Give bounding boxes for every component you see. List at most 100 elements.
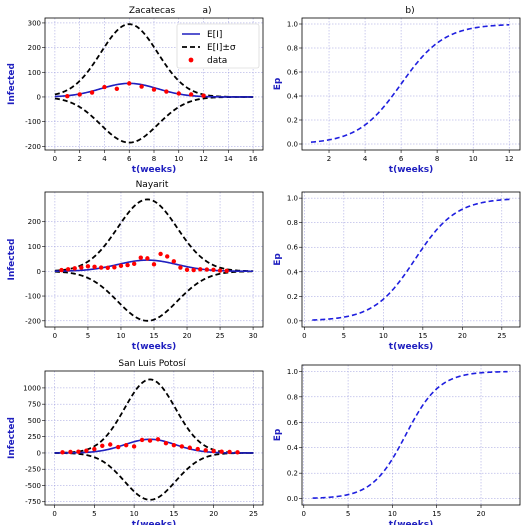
data-point xyxy=(115,444,121,450)
x-tick-label: 0 xyxy=(302,510,306,518)
data-point xyxy=(201,93,206,98)
data-point xyxy=(102,84,107,90)
y-tick-label: -100 xyxy=(25,118,41,126)
lower-band-line xyxy=(54,452,254,501)
data-point xyxy=(163,441,169,446)
axes-frame xyxy=(301,191,521,328)
panel-right-bottom: 0 5 10 15 20 0.0 0.2 0.4 0.6 0.8 1.0 t(weeks) Ep xyxy=(273,364,521,525)
data-point xyxy=(191,267,196,273)
panel-right-top: 2 4 6 8 10 12 0.0 0.2 0.4 0.6 0.8 1.0 t(weeks) Ep b) xyxy=(273,6,521,175)
y-tick-label: 0.2 xyxy=(287,293,298,301)
x-tick-label: 0 xyxy=(52,510,56,518)
data-point xyxy=(145,256,150,261)
x-axis-label: t(weeks) xyxy=(132,342,176,352)
y-tick-label: 0.2 xyxy=(287,117,298,125)
panel-title: Nayarit xyxy=(136,180,169,190)
data-point xyxy=(118,263,124,269)
x-tick-label: 4 xyxy=(363,155,368,163)
y-tick-label: 1.0 xyxy=(287,368,298,376)
x-tick-label: 15 xyxy=(432,510,441,518)
x-tick-label: 2 xyxy=(77,155,81,163)
data-point xyxy=(155,437,161,442)
axes-frame xyxy=(44,191,264,328)
y-tick-label: 200 xyxy=(28,44,41,52)
y-axis-label: Ep xyxy=(273,77,283,90)
x-tick-label: 12 xyxy=(199,155,208,163)
axes-frame xyxy=(44,370,264,506)
data-point xyxy=(108,442,113,447)
data-point xyxy=(171,259,177,264)
x-axis-label: t(weeks) xyxy=(389,520,433,525)
y-axis-label: Ep xyxy=(273,253,283,266)
y-tick-label: 0 xyxy=(37,449,41,457)
data-point xyxy=(211,448,216,454)
panel-right-middle: 0 5 10 15 20 25 0.0 0.2 0.4 0.6 0.8 1.0 t(weeks) Ep xyxy=(273,191,521,352)
x-tick-label: 8 xyxy=(152,155,156,163)
lower-band-line xyxy=(54,270,254,322)
x-tick-label: 15 xyxy=(169,510,178,518)
panel-left-bottom: 0 5 10 15 20 25 -750 -500 -250 0 250 500 750 1000 t(we… xyxy=(7,359,264,525)
y-tick-label: 1.0 xyxy=(287,21,298,29)
data-point xyxy=(203,448,208,453)
x-tick-label: 10 xyxy=(117,332,126,340)
panel-left-middle: 0 5 10 15 20 25 30 -200 -100 0 100 200 t(weeks) Infec… xyxy=(7,180,264,352)
data-point xyxy=(123,442,129,448)
data-point xyxy=(139,84,144,89)
x-tick-label: 15 xyxy=(150,332,159,340)
data-point xyxy=(138,255,143,260)
axes-frame xyxy=(301,364,521,506)
data-point xyxy=(92,446,97,452)
y-tick-label: 1.0 xyxy=(287,195,298,203)
x-axis-label: t(weeks) xyxy=(132,165,176,175)
data-point xyxy=(85,264,91,269)
y-tick-label: 0.8 xyxy=(287,393,298,401)
upper-band-line xyxy=(54,198,254,273)
x-tick-label: 20 xyxy=(477,510,486,518)
legend-label: E[I] xyxy=(207,30,222,40)
x-tick-label: 10 xyxy=(379,332,388,340)
data-point xyxy=(217,268,223,273)
x-tick-label: 10 xyxy=(174,155,183,163)
panel-title: San Luis Potosí xyxy=(118,359,186,369)
data-point xyxy=(72,266,77,271)
data-point xyxy=(158,251,163,257)
data-point xyxy=(235,450,240,455)
x-tick-label: 14 xyxy=(224,155,233,163)
x-tick-label: 0 xyxy=(302,332,306,340)
legend-box xyxy=(176,23,260,69)
data-point xyxy=(227,449,232,455)
data-point xyxy=(224,268,229,273)
data-point xyxy=(188,92,194,97)
y-tick-label: 0 xyxy=(37,93,41,101)
x-tick-label: 5 xyxy=(346,510,350,518)
x-tick-label: 12 xyxy=(505,155,514,163)
y-tick-label: -100 xyxy=(25,293,41,301)
y-tick-label: 100 xyxy=(28,69,41,77)
panel-tag: b) xyxy=(405,6,414,16)
y-tick-label: 0.2 xyxy=(287,470,298,478)
ep-line xyxy=(312,198,510,321)
data-point xyxy=(65,94,70,99)
data-point xyxy=(98,265,104,270)
data-point xyxy=(65,267,71,272)
x-tick-label: 6 xyxy=(127,155,132,163)
data-point xyxy=(125,262,130,268)
panel-title: Zacatecas xyxy=(129,6,176,16)
x-tick-label: 8 xyxy=(435,155,439,163)
data-point xyxy=(184,267,190,272)
legend: E[I] E[I]±σ data xyxy=(176,23,260,69)
y-tick-label: 300 xyxy=(28,19,41,27)
data-point xyxy=(187,445,193,450)
y-tick-label: 0.8 xyxy=(287,45,298,53)
y-tick-label: -500 xyxy=(25,482,41,490)
x-tick-label: 10 xyxy=(388,510,397,518)
x-tick-label: 15 xyxy=(418,332,427,340)
legend-label: E[I]±σ xyxy=(207,43,236,53)
panel-left-top: 0 2 4 6 8 10 12 14 16 -200 -100 0 100 200 300 t(weeks) I… xyxy=(7,6,264,175)
x-tick-label: 5 xyxy=(86,332,90,340)
data-point xyxy=(139,437,145,443)
y-tick-label: -200 xyxy=(25,317,41,325)
y-tick-label: 1000 xyxy=(23,384,41,392)
data-point xyxy=(131,444,137,449)
x-tick-label: 10 xyxy=(469,155,478,163)
